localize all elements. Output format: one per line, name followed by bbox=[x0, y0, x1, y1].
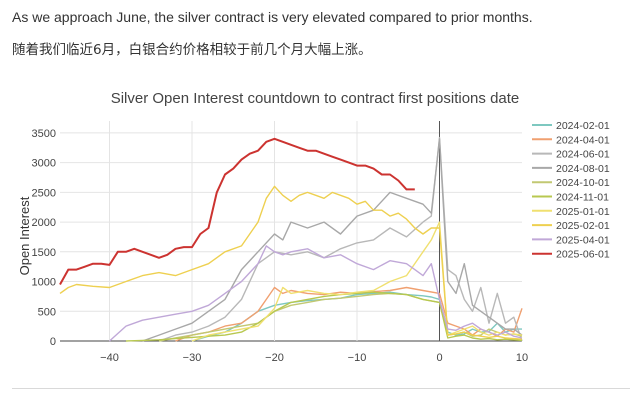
axes: 0 500 1000 1500 2000 2500 3000 3500 −40 −30 −20 −10… bbox=[32, 128, 529, 364]
legend-label: 2025-02-01 bbox=[556, 220, 610, 232]
legend-label: 2024-08-01 bbox=[556, 163, 610, 175]
open-interest-line-chart: Silver Open Interest countdown to contra… bbox=[17, 90, 610, 364]
legend-label: 2025-06-01 bbox=[556, 249, 610, 261]
y-tick-label: 3000 bbox=[32, 158, 56, 170]
y-tick-label: 2500 bbox=[32, 187, 56, 199]
y-tick-label: 1000 bbox=[32, 277, 56, 289]
y-tick-label: 1500 bbox=[32, 247, 56, 259]
y-tick-label: 3500 bbox=[32, 128, 56, 140]
caption-english: As we approach June, the silver contract… bbox=[12, 9, 533, 25]
x-tick-label: 0 bbox=[436, 352, 442, 364]
legend-label: 2024-06-01 bbox=[556, 149, 610, 161]
legend-label: 2024-04-01 bbox=[556, 134, 610, 146]
legend: 2024-02-01 2024-04-01 2024-06-01 2024-08-01… bbox=[532, 120, 610, 261]
legend-label: 2025-01-01 bbox=[556, 206, 610, 218]
series-line-2025-06-01 bbox=[59, 137, 415, 285]
x-tick-label: −20 bbox=[265, 352, 284, 364]
divider bbox=[12, 388, 630, 389]
y-tick-label: 500 bbox=[38, 306, 56, 318]
series-line-2024-06-01 bbox=[158, 136, 523, 342]
series-lines bbox=[59, 136, 523, 342]
x-tick-label: −30 bbox=[183, 352, 202, 364]
x-tick-label: −40 bbox=[100, 352, 119, 364]
x-tick-label: 10 bbox=[516, 352, 528, 364]
legend-label: 2024-10-01 bbox=[556, 177, 610, 189]
legend-label: 2024-11-01 bbox=[556, 192, 609, 204]
series-line-2024-10-01 bbox=[158, 292, 523, 342]
series-line-2024-08-01 bbox=[142, 138, 523, 342]
y-tick-label: 2000 bbox=[32, 217, 56, 229]
series-line-2025-01-01 bbox=[191, 221, 523, 342]
series-line-2025-04-01 bbox=[109, 245, 523, 342]
legend-label: 2024-02-01 bbox=[556, 120, 610, 132]
chart-title: Silver Open Interest countdown to contra… bbox=[111, 90, 520, 107]
legend-label: 2025-04-01 bbox=[556, 234, 610, 246]
gridlines bbox=[60, 121, 522, 342]
series-line-2025-02-01 bbox=[59, 185, 523, 340]
y-tick-label: 0 bbox=[50, 336, 56, 348]
caption-chinese: 随着我们临近6月，白银合约价格相较于前几个月大幅上涨。 bbox=[12, 42, 372, 58]
y-axis-label: Open Interest bbox=[17, 196, 32, 275]
x-tick-label: −10 bbox=[348, 352, 367, 364]
